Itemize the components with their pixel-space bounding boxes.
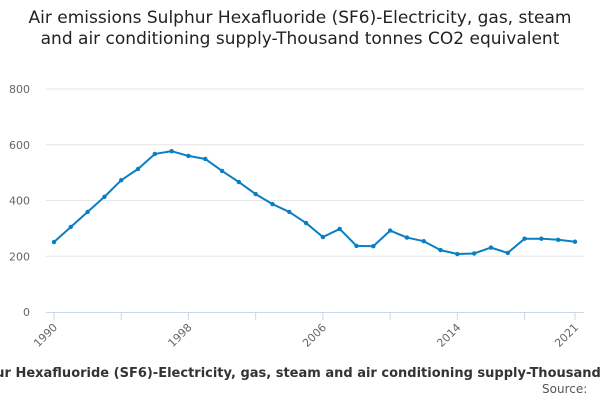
data-point	[539, 236, 544, 241]
data-point	[119, 177, 124, 183]
data-point	[421, 238, 426, 244]
data-point	[522, 236, 527, 241]
data-point	[186, 153, 191, 159]
x-tick-label: 1990	[31, 321, 60, 350]
footer-source: Source:	[542, 382, 588, 396]
y-tick-label: 0	[23, 306, 30, 319]
footer-title: hur Hexafluoride (SF6)-Electricity, gas,…	[0, 366, 600, 381]
data-point	[555, 237, 561, 243]
data-point	[371, 244, 376, 249]
y-tick-label: 800	[9, 83, 30, 96]
data-point	[203, 156, 208, 162]
data-point	[135, 166, 141, 172]
data-point	[51, 239, 57, 245]
data-point	[505, 250, 510, 256]
data-point	[236, 179, 242, 185]
data-point	[320, 234, 326, 240]
data-point	[253, 191, 258, 197]
data-point	[270, 201, 275, 207]
x-tick-label: 2021	[552, 321, 581, 350]
data-point	[102, 194, 107, 200]
data-point	[354, 243, 359, 249]
data-point	[337, 226, 342, 232]
y-tick-label: 200	[9, 250, 30, 263]
x-tick-label: 2014	[434, 321, 463, 350]
data-point	[387, 228, 393, 233]
data-point	[572, 239, 578, 244]
x-tick-label: 1998	[166, 321, 195, 350]
data-point	[438, 247, 443, 253]
data-point	[152, 151, 158, 157]
data-point	[68, 224, 74, 230]
x-tick-label: 2006	[300, 321, 329, 350]
y-tick-label: 400	[9, 195, 30, 208]
data-point	[488, 245, 494, 250]
data-point	[404, 235, 410, 240]
data-point	[303, 220, 309, 226]
y-tick-label: 600	[9, 139, 30, 152]
data-point	[169, 148, 174, 154]
series-line	[53, 150, 576, 256]
data-point	[455, 251, 460, 257]
data-point	[287, 209, 292, 215]
chart-title: Air emissions Sulphur Hexafluoride (SF6)…	[28, 8, 572, 49]
data-point	[471, 251, 477, 256]
data-point	[85, 209, 90, 215]
data-point	[219, 168, 225, 174]
